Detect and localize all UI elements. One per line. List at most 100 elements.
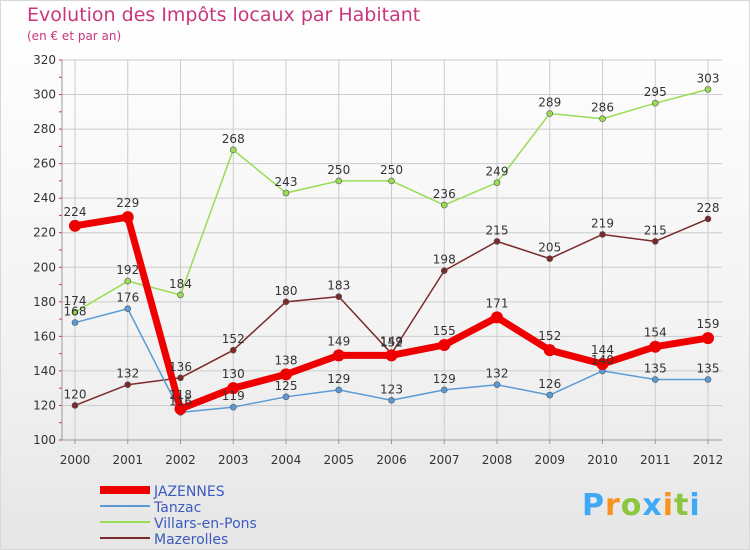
data-point	[649, 340, 662, 353]
data-label: 174	[64, 294, 87, 308]
data-point	[388, 177, 395, 185]
data-point	[71, 402, 79, 409]
data-point	[229, 403, 237, 411]
y-tick-label: 280	[33, 122, 56, 136]
legend-label: JAZENNES	[153, 484, 225, 500]
y-tick-label: 200	[33, 260, 56, 274]
data-point	[71, 308, 79, 316]
data-point	[651, 99, 659, 107]
data-label: 171	[486, 296, 509, 310]
y-tick-label: 100	[33, 433, 56, 447]
data-label: 228	[697, 201, 720, 215]
data-label: 250	[380, 163, 403, 177]
data-label: 289	[538, 96, 561, 110]
y-tick-label: 120	[33, 398, 56, 412]
data-label: 180	[275, 284, 298, 298]
logo-letter: i	[689, 488, 701, 523]
data-label: 215	[644, 223, 667, 237]
logo-letter: o	[620, 488, 643, 523]
data-point	[651, 238, 659, 245]
data-label: 192	[116, 263, 139, 277]
data-point	[440, 201, 448, 209]
legend-label: Mazerolles	[154, 532, 228, 548]
data-point	[385, 349, 398, 362]
data-label: 129	[433, 372, 456, 386]
data-point	[71, 319, 79, 326]
data-point	[491, 311, 503, 324]
data-point	[599, 115, 606, 123]
data-label: 155	[433, 324, 456, 338]
data-point	[388, 396, 395, 404]
x-tick-label: 2005	[323, 453, 354, 467]
data-point	[651, 376, 659, 383]
data-label: 129	[327, 372, 350, 386]
data-point	[282, 393, 290, 401]
data-point	[704, 86, 712, 93]
data-label: 152	[538, 329, 561, 343]
data-label: 215	[486, 223, 509, 237]
data-label: 183	[327, 279, 350, 293]
data-label: 123	[380, 382, 403, 396]
data-label: 149	[380, 334, 403, 348]
data-point	[546, 255, 554, 262]
data-point	[493, 179, 501, 186]
y-tick-label: 240	[33, 191, 56, 205]
axes: 100 120 140 160 180 200 220 240 260 280 300 320 2000…	[33, 53, 723, 467]
legend-label: Tanzac	[153, 500, 201, 516]
data-label: 295	[644, 85, 667, 99]
data-label: 168	[64, 305, 87, 319]
data-point	[332, 349, 345, 362]
x-tick-label: 2006	[376, 453, 407, 467]
data-point	[177, 374, 184, 382]
data-label: 286	[591, 101, 614, 115]
data-label: 205	[538, 241, 561, 255]
x-tick-label: 2012	[693, 453, 724, 467]
data-point	[282, 189, 290, 197]
data-point	[69, 219, 81, 232]
data-label: 140	[591, 353, 614, 367]
y-tick-label: 220	[33, 226, 56, 240]
data-point	[282, 298, 290, 306]
data-label: 132	[486, 367, 509, 381]
data-label: 136	[169, 360, 192, 374]
x-tick-label: 2009	[534, 453, 565, 467]
data-label: 268	[222, 132, 245, 146]
data-point	[177, 291, 184, 299]
x-tick-label: 2001	[112, 453, 143, 467]
data-label: 116	[169, 394, 192, 408]
data-point	[546, 110, 554, 117]
data-point	[599, 231, 606, 238]
data-label: 119	[222, 389, 245, 403]
y-tick-label: 300	[33, 88, 56, 102]
y-tick-label: 180	[33, 295, 56, 309]
data-point	[493, 381, 501, 389]
data-label: 152	[222, 332, 245, 346]
data-label: 125	[275, 379, 298, 393]
x-tick-label: 2004	[271, 453, 302, 467]
data-point	[121, 211, 134, 224]
x-tick-label: 2008	[482, 453, 513, 467]
chart-subtitle: (en € et par an)	[27, 29, 122, 43]
data-point	[124, 305, 132, 313]
data-point	[440, 386, 448, 394]
data-label: 224	[64, 205, 87, 219]
data-label: 154	[644, 326, 667, 340]
series-lines	[69, 86, 714, 416]
data-label: 303	[697, 71, 720, 85]
chart-title: Evolution des Impôts locaux par Habitant	[27, 4, 421, 26]
logo-letter: t	[674, 488, 690, 523]
data-label: 219	[591, 216, 614, 230]
data-label: 130	[222, 367, 245, 381]
y-tick-label: 160	[33, 329, 56, 343]
data-label: 198	[433, 253, 456, 267]
logo-letter: x	[642, 488, 663, 523]
data-point	[493, 238, 501, 245]
data-point	[440, 267, 448, 275]
data-point	[124, 277, 132, 285]
data-label: 250	[327, 163, 350, 177]
data-point	[543, 344, 556, 357]
data-point	[702, 332, 714, 345]
data-label: 243	[275, 175, 298, 189]
data-point	[227, 382, 240, 395]
